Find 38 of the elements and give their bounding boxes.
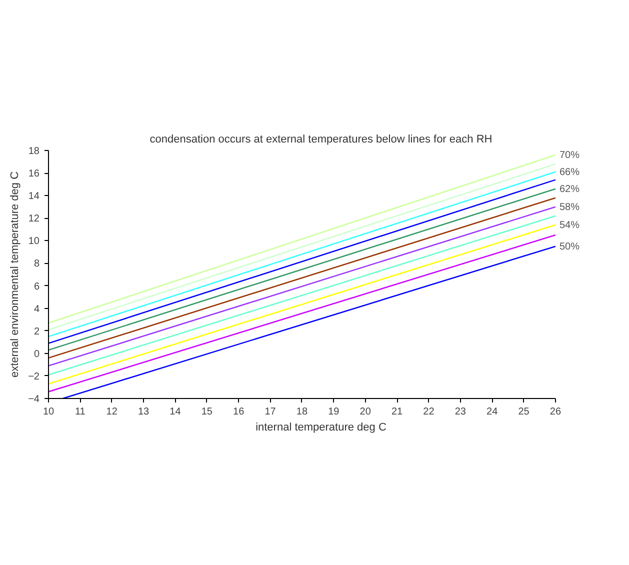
chart-title: condensation occurs at external temperatures below lines for each RH bbox=[150, 134, 492, 146]
x-axis-title: internal temperature deg C bbox=[256, 422, 386, 434]
x-tick-label: 25 bbox=[518, 406, 530, 418]
x-tick-label: 21 bbox=[391, 406, 404, 418]
x-tick-label: 13 bbox=[138, 406, 150, 418]
y-tick-label: 12 bbox=[28, 214, 40, 225]
series-label: 50% bbox=[559, 241, 580, 252]
x-tick-label: 26 bbox=[550, 406, 562, 418]
y-tick-label: 10 bbox=[28, 236, 40, 248]
y-tick-label: 16 bbox=[28, 168, 40, 180]
x-tick-label: 10 bbox=[42, 406, 54, 418]
series-label: 66% bbox=[559, 166, 580, 178]
x-tick-label: 23 bbox=[454, 406, 466, 418]
series-label: 58% bbox=[559, 202, 580, 213]
y-tick-label: −4 bbox=[28, 394, 40, 405]
y-tick-label: 8 bbox=[34, 258, 40, 270]
x-tick-label: 18 bbox=[296, 406, 308, 418]
x-tick-label: 11 bbox=[74, 406, 86, 418]
y-axis-title: external environmental temperature deg C bbox=[9, 171, 22, 378]
x-tick-label: 12 bbox=[106, 406, 118, 418]
series-label: 62% bbox=[559, 184, 580, 195]
y-tick-label: 6 bbox=[34, 281, 40, 292]
x-tick-label: 19 bbox=[328, 406, 340, 418]
x-tick-label: 20 bbox=[360, 406, 372, 418]
y-tick-label: 4 bbox=[34, 304, 40, 315]
y-tick-label: 2 bbox=[34, 326, 40, 338]
x-tick-label: 24 bbox=[486, 406, 498, 418]
y-tick-label: 14 bbox=[28, 191, 40, 202]
y-tick-label: −2 bbox=[28, 371, 40, 382]
series-label: 54% bbox=[559, 220, 580, 231]
x-tick-label: 16 bbox=[233, 406, 245, 418]
x-tick-label: 14 bbox=[170, 406, 182, 418]
x-tick-label: 22 bbox=[423, 406, 435, 418]
x-tick-label: 17 bbox=[264, 406, 276, 418]
y-tick-label: 0 bbox=[34, 348, 40, 360]
y-tick-label: 18 bbox=[28, 146, 40, 157]
series-label: 70% bbox=[559, 150, 580, 162]
x-tick-label: 15 bbox=[201, 406, 213, 418]
